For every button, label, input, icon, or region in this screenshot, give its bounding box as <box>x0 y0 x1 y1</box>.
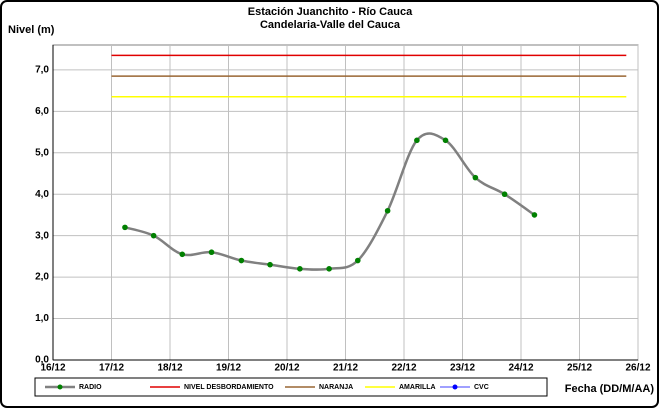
legend-marker <box>57 384 63 390</box>
x-tick-label: 26/12 <box>625 363 650 374</box>
chart-subtitle: Candelaria-Valle del Cauca <box>260 19 401 31</box>
y-tick-label: 1,0 <box>35 313 49 324</box>
data-point <box>297 266 303 272</box>
data-point <box>531 212 538 218</box>
y-tick-label: 6,0 <box>35 106 49 117</box>
data-point <box>414 137 420 144</box>
data-point <box>354 257 361 264</box>
legend-label: NIVEL DESBORDAMIENTO <box>184 384 274 391</box>
x-axis-label: Fecha (DD/M/AA) <box>565 383 655 395</box>
y-tick-label: 7,0 <box>35 65 49 76</box>
x-tick-label: 25/12 <box>567 363 592 374</box>
data-point <box>150 232 157 239</box>
data-point <box>179 251 186 258</box>
data-point <box>122 224 128 231</box>
y-tick-label: 3,0 <box>35 230 49 241</box>
data-point <box>472 174 479 181</box>
data-point <box>267 261 273 268</box>
y-axis-label: Nivel (m) <box>8 24 55 36</box>
legend-label: CVC <box>474 384 489 391</box>
y-tick-label: 2,0 <box>35 272 49 283</box>
data-point <box>384 207 391 214</box>
legend-label: RADIO <box>79 384 102 391</box>
data-point <box>442 137 449 144</box>
x-tick-label: 16/12 <box>40 363 65 374</box>
x-tick-label: 19/12 <box>216 363 241 374</box>
legend-marker <box>452 384 458 390</box>
x-tick-label: 24/12 <box>508 363 533 374</box>
data-point <box>238 257 245 264</box>
y-tick-label: 4,0 <box>35 189 49 200</box>
x-tick-label: 17/12 <box>99 363 124 374</box>
chart-title: Estación Juanchito - Río Cauca <box>248 6 413 18</box>
data-point <box>501 191 508 198</box>
y-tick-label: 0,0 <box>35 355 49 366</box>
x-tick-label: 22/12 <box>391 363 416 374</box>
legend-label: AMARILLA <box>399 384 436 391</box>
legend-label: NARANJA <box>319 384 353 391</box>
x-tick-label: 21/12 <box>333 363 358 374</box>
x-tick-label: 20/12 <box>274 363 299 374</box>
data-point <box>208 249 215 256</box>
y-tick-label: 5,0 <box>35 147 49 158</box>
x-tick-label: 18/12 <box>157 363 182 374</box>
data-point <box>326 266 332 272</box>
x-tick-label: 23/12 <box>450 363 475 374</box>
